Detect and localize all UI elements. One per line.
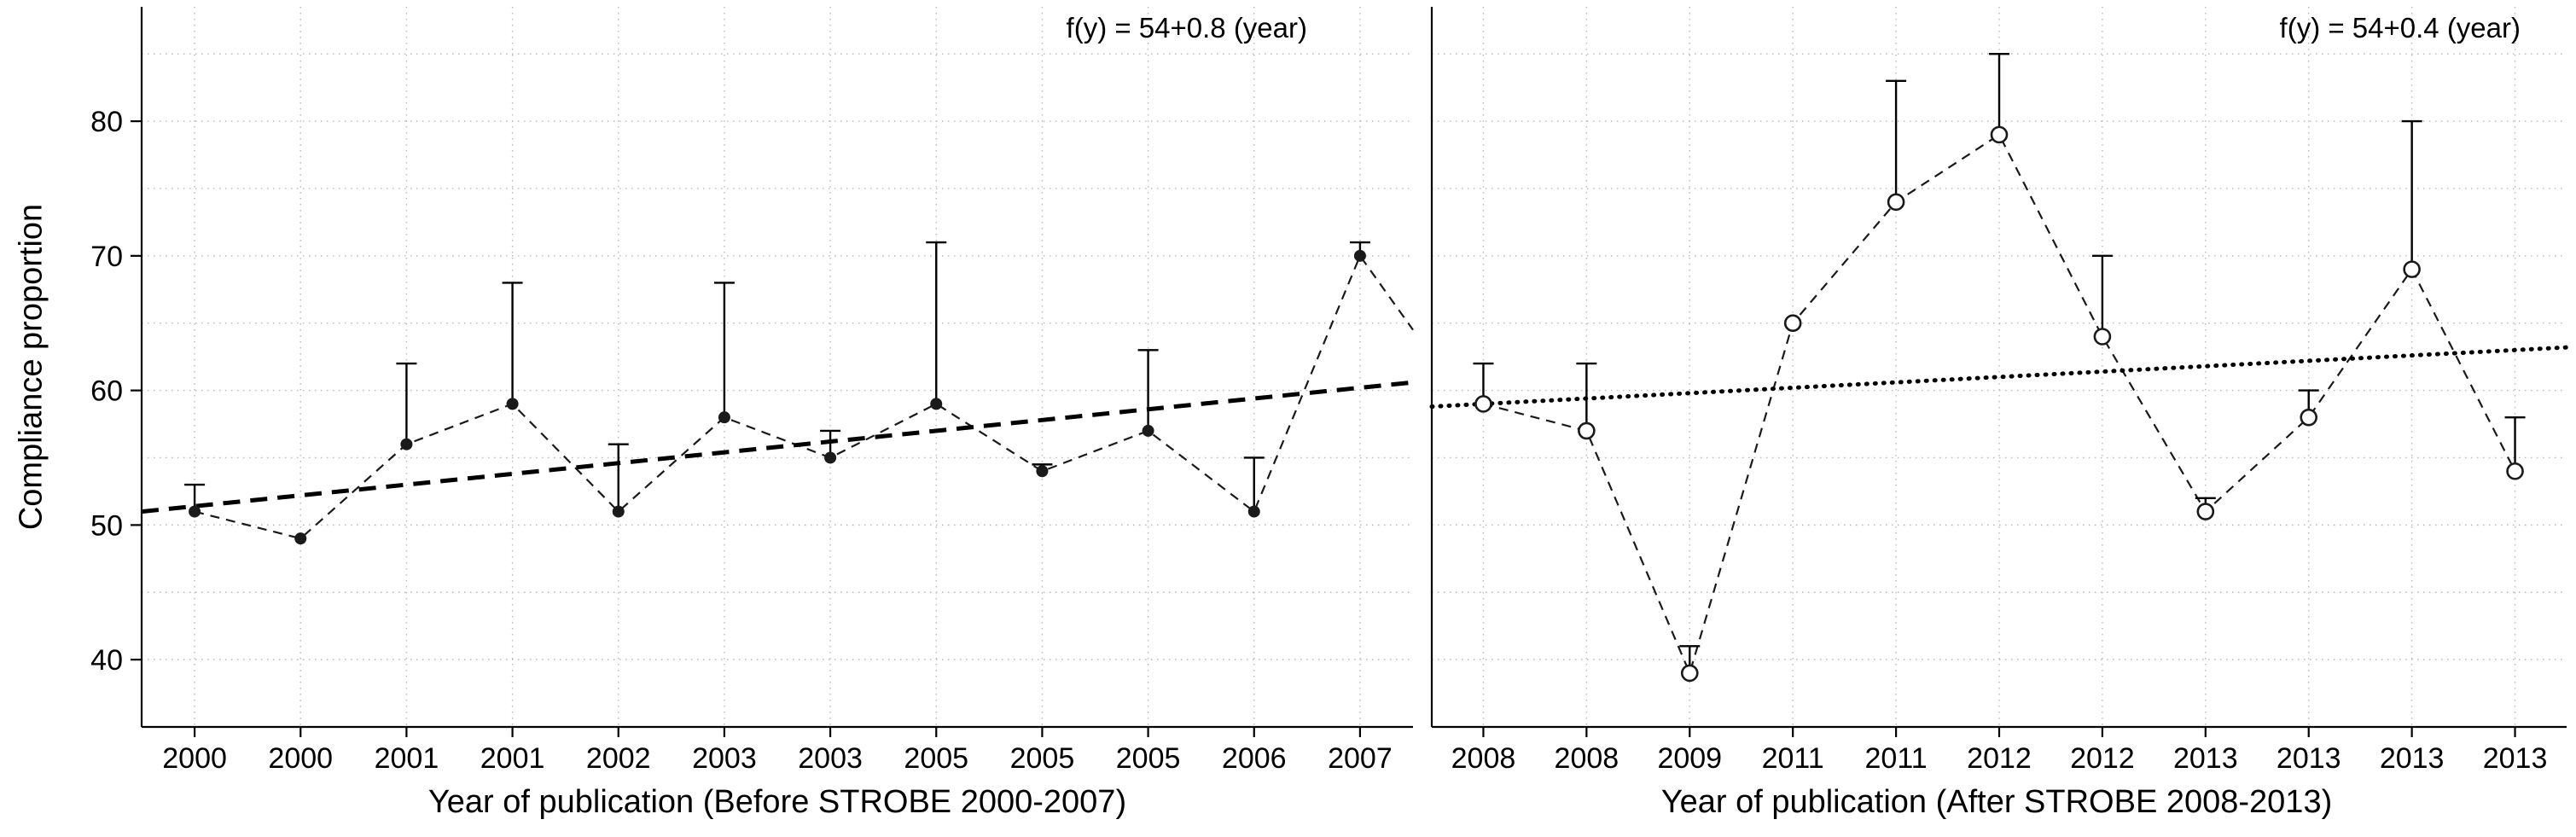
data-point-filled	[1036, 465, 1049, 478]
x-tick-label: 2013	[2380, 742, 2445, 775]
trend-line	[1429, 345, 2569, 410]
regression-equation-after: f(y) = 54+0.4 (year)	[2279, 12, 2521, 44]
data-point-open	[1783, 314, 1802, 333]
y-axis-title-column: Compliance proportion	[0, 0, 63, 837]
data-point-open	[1990, 125, 2009, 144]
data-point-filled	[400, 438, 413, 450]
data-point-open	[1887, 193, 1905, 212]
x-tick-label: 2005	[1116, 742, 1181, 775]
data-point-open	[2196, 503, 2215, 520]
data-point-open	[1578, 421, 1596, 440]
y-axis-title: Compliance proportion	[13, 203, 49, 531]
x-tick-label: 2013	[2277, 742, 2341, 775]
data-series-line	[1483, 133, 2516, 677]
data-point-open	[1680, 664, 1699, 683]
x-tick-label: 2005	[904, 742, 968, 775]
data-point-open	[2093, 328, 2112, 346]
data-series-line	[194, 253, 1414, 540]
x-tick-label: 2005	[1010, 742, 1075, 775]
x-tick-label: 2006	[1222, 742, 1287, 775]
data-point-filled	[718, 411, 730, 424]
x-tick-label: 2000	[268, 742, 333, 775]
x-axis-title-after: Year of publication (After STROBE 2008-2…	[1660, 784, 2333, 820]
data-point-filled	[930, 398, 943, 410]
y-tick-label: 40	[90, 644, 123, 677]
data-point-filled	[1247, 505, 1260, 518]
regression-equation-before: f(y) = 54+0.8 (year)	[1066, 12, 1307, 44]
y-tick-label: 50	[90, 509, 123, 542]
x-tick-label: 2002	[586, 742, 651, 775]
x-tick-label: 2001	[375, 742, 439, 775]
x-tick-label: 2003	[798, 742, 863, 775]
y-tick-label: 80	[90, 106, 123, 138]
x-tick-label: 2009	[1657, 742, 1722, 775]
data-point-filled	[612, 505, 625, 518]
before-strobe-chart: 40 50 60 70 80 2000 2000 2001 2001 2002 2003 2003 20…	[63, 0, 1420, 777]
panel-before-strobe: f(y) = 54+0.8 (year) 40 50 60 70 80 2000 2000 2…	[63, 0, 1420, 837]
y-tick-label: 70	[90, 241, 123, 273]
x-tick-label: 2012	[1967, 742, 2032, 775]
y-tick-label: 60	[90, 375, 123, 408]
x-tick-label: 2007	[1328, 742, 1393, 775]
x-tick-label: 2000	[162, 742, 227, 775]
trend-line	[141, 380, 1414, 514]
x-tick-label: 2012	[2070, 742, 2135, 775]
data-point-open	[2403, 260, 2421, 278]
data-point-filled	[1353, 249, 1366, 262]
data-point-filled	[294, 532, 307, 545]
x-tick-label: 2013	[2483, 742, 2548, 775]
x-tick-label: 2013	[2173, 742, 2238, 775]
data-point-filled	[824, 451, 837, 464]
data-point-filled	[1142, 424, 1154, 437]
data-point-open	[2300, 408, 2318, 427]
data-point-open	[2506, 462, 2524, 480]
x-axis-title-before: Year of publication (Before STROBE 2000-…	[427, 784, 1127, 820]
x-tick-label: 2003	[692, 742, 757, 775]
x-tick-label: 2011	[1762, 742, 1824, 775]
panel-after-strobe: f(y) = 54+0.4 (year) 2008 2008 2009 2011 201…	[1420, 0, 2573, 837]
data-point-open	[1474, 395, 1492, 413]
x-tick-label: 2008	[1555, 742, 1619, 775]
data-point-filled	[506, 398, 519, 410]
x-tick-label: 2008	[1451, 742, 1516, 775]
x-tick-label: 2011	[1865, 742, 1928, 775]
data-point-filled	[189, 505, 201, 518]
after-strobe-chart: 2008 2008 2009 2011 2011 2012 2012 2013 2013 2013…	[1420, 0, 2573, 777]
x-tick-label: 2001	[480, 742, 545, 775]
